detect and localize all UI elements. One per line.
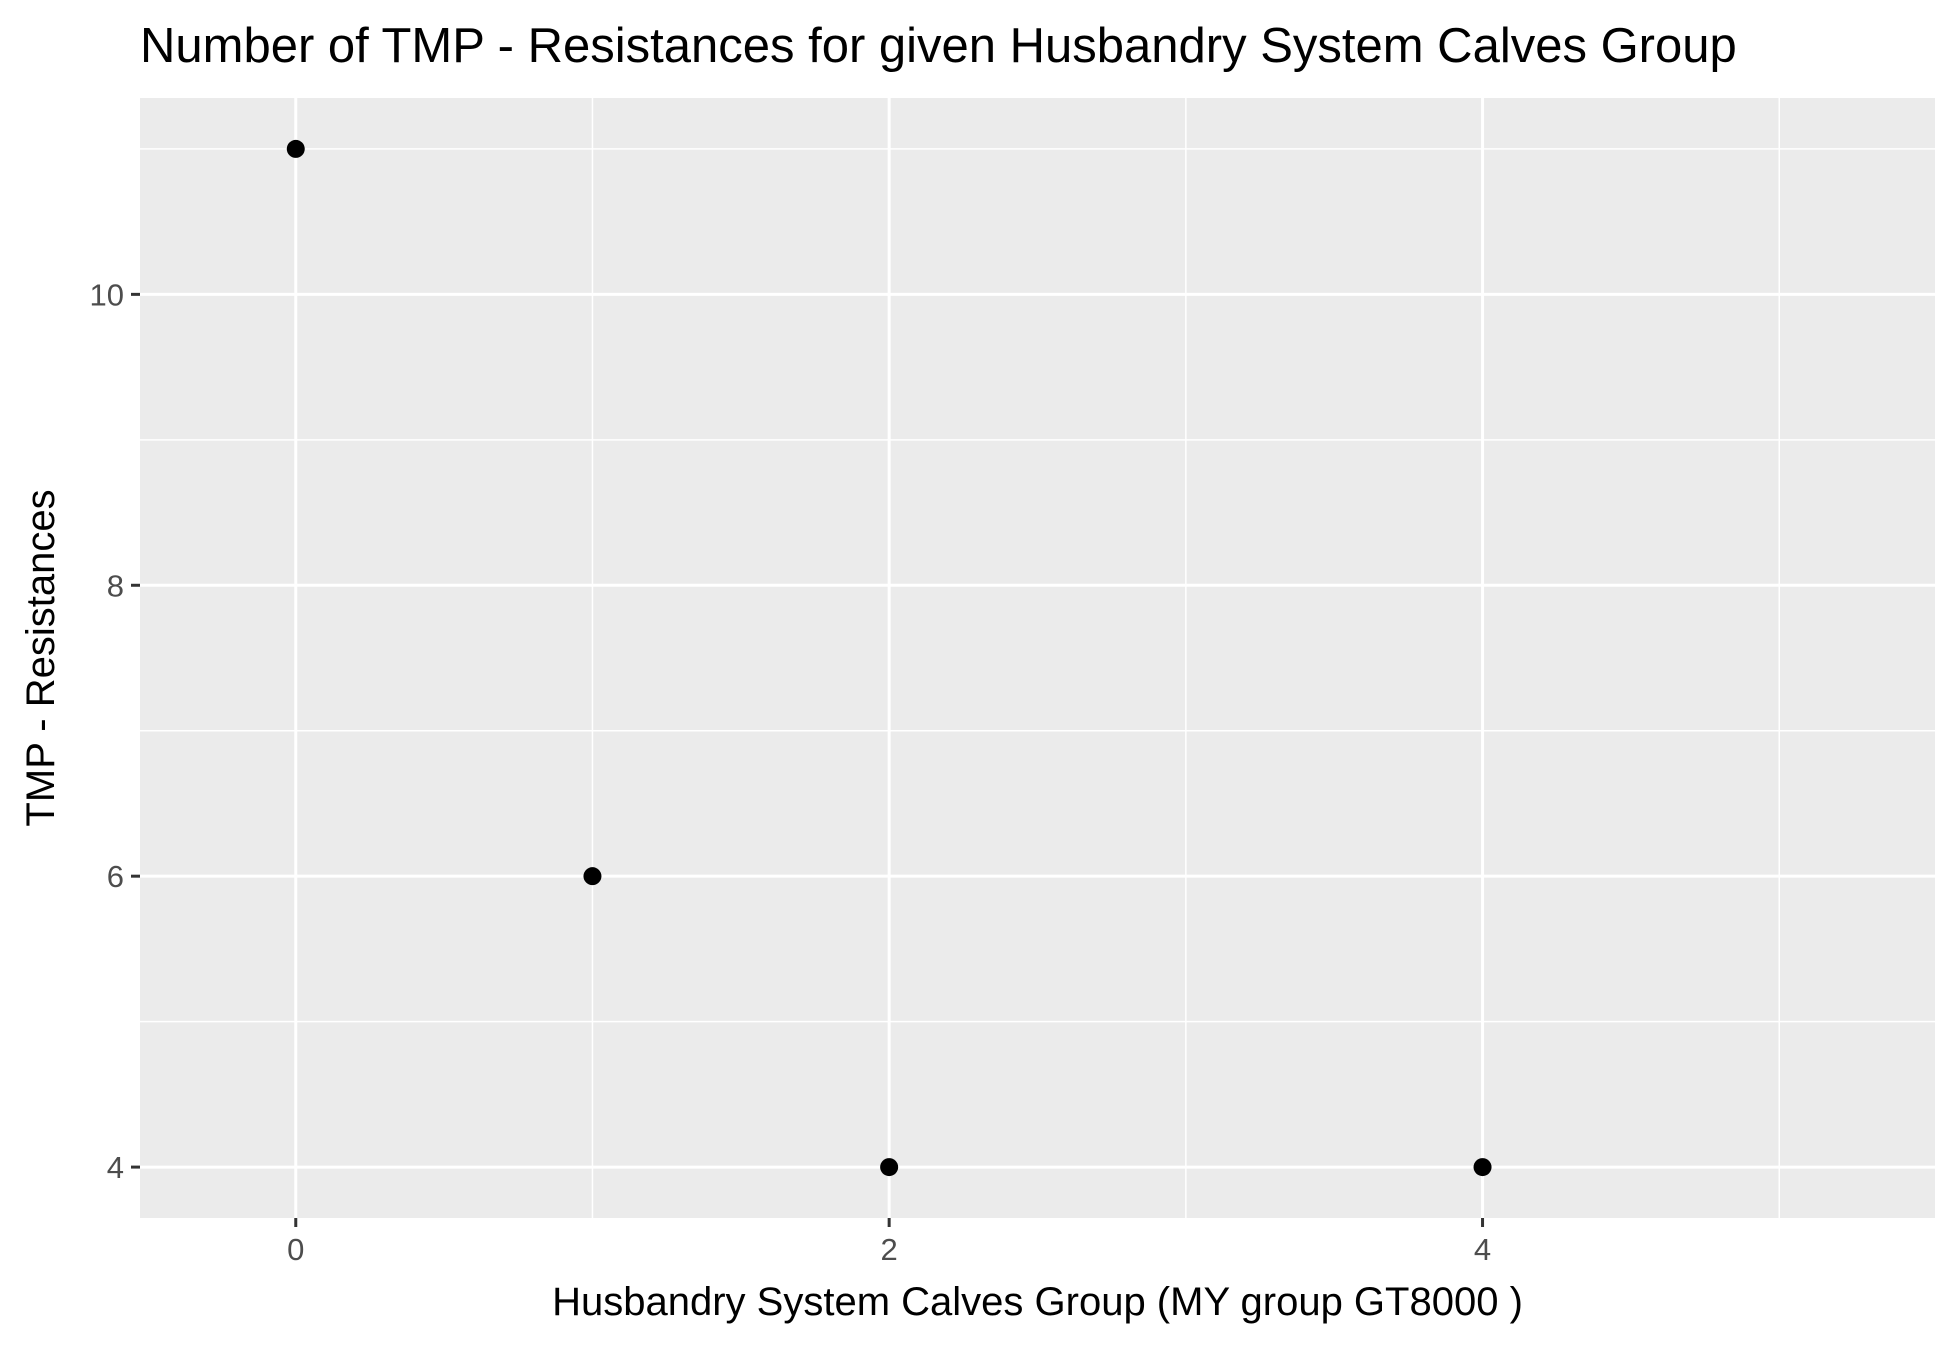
data-point (286, 139, 305, 158)
data-point (880, 1158, 899, 1177)
y-tick-label: 6 (107, 859, 124, 894)
y-tick-label: 10 (90, 277, 124, 312)
x-tick-label: 4 (1474, 1232, 1491, 1267)
grid-lines (140, 98, 1935, 1218)
axis-ticks: 4 6 8 10 0 2 4 (90, 277, 1492, 1267)
y-axis-title: TMP - Resistances (19, 489, 63, 826)
plot-panel (140, 98, 1935, 1218)
x-tick-label: 0 (287, 1232, 304, 1267)
chart-title: Number of TMP - Resistances for given Hu… (140, 19, 1737, 73)
data-point (583, 867, 602, 886)
x-tick-label: 2 (881, 1232, 898, 1267)
y-tick-label: 8 (107, 568, 124, 603)
x-axis-title: Husbandry System Calves Group (MY group … (552, 1280, 1523, 1324)
data-points (286, 139, 1492, 1177)
data-point (1473, 1158, 1492, 1177)
y-tick-label: 4 (107, 1150, 124, 1185)
